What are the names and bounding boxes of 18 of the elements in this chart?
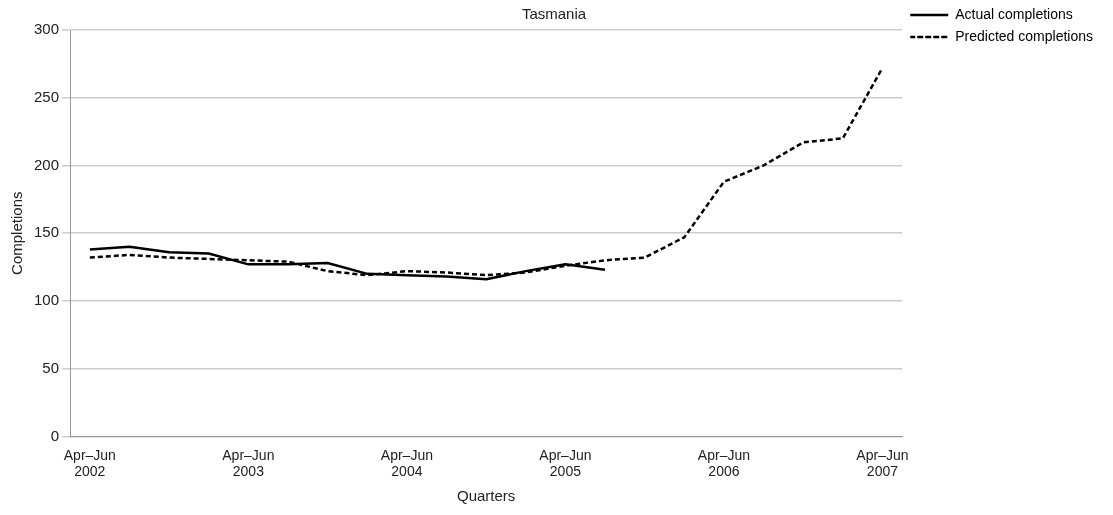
y-tick-label: 100 bbox=[34, 291, 60, 309]
y-tick-label: 50 bbox=[42, 358, 60, 376]
x-tick-label: Apr–Jun 2005 bbox=[539, 446, 592, 480]
x-tick-label: Apr–Jun 2006 bbox=[697, 446, 750, 480]
y-tick-label: 150 bbox=[34, 223, 60, 241]
y-axis-title: Completions bbox=[8, 191, 26, 275]
x-tick-label: Apr–Jun 2003 bbox=[222, 446, 275, 480]
y-tick-label: 300 bbox=[34, 20, 60, 38]
y-tick-label: 200 bbox=[34, 155, 60, 173]
x-tick-label: Apr–Jun 2004 bbox=[380, 446, 433, 480]
x-tick-label: Apr–Jun 2007 bbox=[856, 446, 909, 480]
y-tick-label: 250 bbox=[34, 87, 60, 105]
y-tick-label: 0 bbox=[50, 426, 60, 444]
legend-label: Actual completions bbox=[955, 5, 1073, 22]
legend-label: Predicted completions bbox=[955, 27, 1094, 44]
chart-title: Tasmania bbox=[521, 5, 587, 23]
x-tick-label: Apr–Jun 2002 bbox=[63, 446, 116, 480]
x-axis-title: Quarters bbox=[456, 487, 516, 505]
